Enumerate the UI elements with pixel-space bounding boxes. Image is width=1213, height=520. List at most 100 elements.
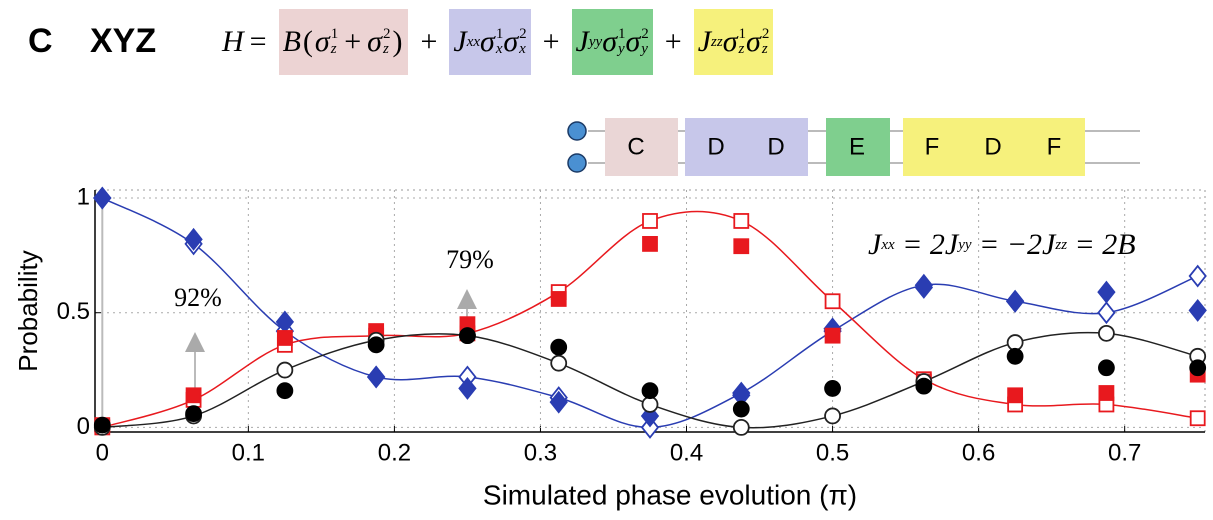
- circle-marker: [915, 377, 933, 395]
- panel-label: C: [28, 22, 53, 60]
- diamond-marker: [458, 376, 477, 400]
- relation-sub: yy: [958, 236, 972, 253]
- relation-text: J: [868, 228, 882, 261]
- diamond-marker: [366, 365, 386, 389]
- y-tick-label: 0: [77, 413, 90, 440]
- eq-sub: xx: [466, 33, 481, 50]
- x-tick-label: 0.6: [962, 439, 995, 466]
- pulse-label: C: [627, 133, 644, 160]
- eq-sup: 2: [519, 26, 527, 42]
- eq-coef: B: [282, 25, 301, 58]
- eq-term: B(σ 1 z + σ 2 z): [278, 9, 409, 75]
- square-marker: [1007, 387, 1024, 404]
- relation-text: = −2J: [971, 228, 1056, 261]
- eq-operator: +: [664, 25, 682, 58]
- eq-operator: +: [542, 25, 560, 58]
- eq-sub: z: [330, 41, 337, 57]
- eq-sub: y: [617, 41, 625, 57]
- x-tick-label: 0.1: [232, 439, 265, 466]
- y-tick-label: 1: [77, 183, 90, 210]
- annotation-arrow: [185, 332, 205, 352]
- pulse-block: [903, 118, 1085, 176]
- x-tick-label: 0.4: [670, 439, 703, 466]
- square-marker: [642, 236, 658, 252]
- eq-sub: x: [495, 41, 503, 57]
- eq-sup: 1: [738, 26, 747, 42]
- pulse-label: F: [925, 133, 940, 160]
- square-marker: [642, 213, 658, 229]
- pulse-label: D: [984, 133, 1001, 160]
- eq-sup: 1: [330, 26, 339, 42]
- diamond-marker: [93, 186, 112, 210]
- eq-sigma: σ: [722, 25, 738, 58]
- annotation: 92%: [174, 283, 222, 312]
- eq-sigma: σ: [602, 25, 617, 58]
- eq-sup: 1: [495, 26, 504, 42]
- circle-marker: [824, 380, 841, 397]
- circle-marker: [276, 382, 294, 400]
- square-marker: [550, 291, 567, 307]
- x-axis-label: Simulated phase evolution (π): [483, 479, 857, 510]
- diamond-marker: [1097, 280, 1116, 304]
- x-tick-label: 0.5: [816, 439, 849, 466]
- pulse-block: [605, 118, 678, 176]
- eq-sigma: σ: [480, 25, 495, 58]
- pulse-label: D: [767, 133, 784, 160]
- circle-marker: [550, 338, 568, 356]
- circle-marker: [459, 327, 476, 345]
- circle-marker: [641, 382, 659, 400]
- circle-marker: [1006, 347, 1024, 365]
- eq-operator: =: [249, 25, 267, 58]
- eq-sub: z: [761, 41, 768, 57]
- pulse-block: [685, 118, 808, 176]
- eq-sigma: σ: [367, 25, 382, 58]
- circle-marker: [93, 416, 111, 434]
- eq-plus: +: [344, 25, 362, 58]
- square-marker: [733, 238, 750, 255]
- square-marker: [1098, 385, 1115, 401]
- qubit: [567, 153, 587, 173]
- square-marker: [1189, 410, 1206, 427]
- eq-coef: J: [697, 25, 712, 58]
- eq-paren: ): [392, 25, 403, 58]
- diamond-marker: [914, 276, 934, 299]
- circle-marker: [641, 396, 659, 413]
- eq-operator: +: [420, 25, 438, 58]
- x-tick-label: 0.7: [1108, 439, 1141, 466]
- circle-marker: [276, 361, 294, 379]
- x-tick-label: 0: [96, 439, 109, 466]
- circle-marker: [1006, 334, 1024, 351]
- diamond-marker: [1005, 289, 1025, 313]
- square-marker: [733, 213, 750, 229]
- eq-sigma: σ: [625, 25, 641, 58]
- eq-sigma: σ: [503, 25, 519, 58]
- annotation: 79%: [446, 245, 494, 274]
- qubit: [567, 121, 587, 141]
- diamond-marker: [1097, 301, 1116, 325]
- eq-sup: 2: [382, 26, 391, 42]
- pulse-label: E: [849, 133, 865, 160]
- eq-symbol: H: [222, 25, 244, 58]
- pulse-label: D: [707, 133, 724, 160]
- circle-marker: [732, 419, 750, 436]
- y-axis-label: Probability: [13, 250, 43, 371]
- diamond-marker: [184, 227, 203, 251]
- eq-sigma: σ: [746, 25, 761, 58]
- square-marker: [185, 387, 202, 404]
- eq-sub: z: [738, 41, 745, 57]
- eq-sigma: σ: [314, 25, 330, 58]
